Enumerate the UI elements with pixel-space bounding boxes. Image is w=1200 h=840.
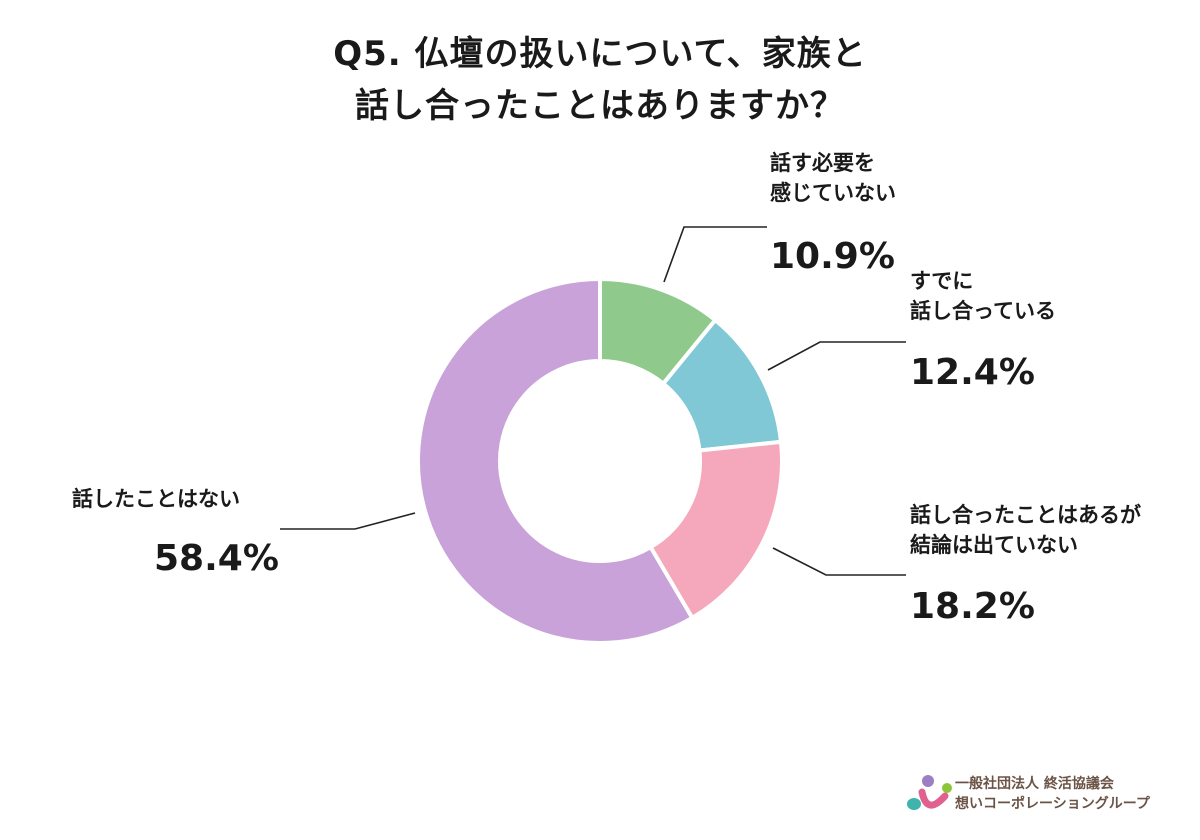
label-line: 話し合ったことはあるが <box>910 503 1141 527</box>
leader-lines <box>280 226 906 576</box>
label-line: 話す必要を <box>770 151 875 175</box>
label-no-conclusion: 話し合ったことはあるが 結論は出ていない <box>910 500 1141 560</box>
leader-line-no-conclusion <box>772 547 906 576</box>
pct-no-conclusion: 18.2% <box>910 586 1035 627</box>
label-line: すでに <box>910 269 974 293</box>
chart-title-line-2: 話し合ったことはありますか？ <box>355 86 845 126</box>
leader-line-already-discussed <box>767 341 906 371</box>
pct-never-discussed: 58.4% <box>154 538 279 579</box>
donut-slices <box>416 276 784 645</box>
label-line: 結論は出ていない <box>910 533 1078 557</box>
label-already-discussed: すでに 話し合っている <box>910 266 1056 326</box>
logo-mark-icon <box>907 775 952 810</box>
pct-not-needed: 10.9% <box>770 236 895 277</box>
leader-line-not-needed <box>663 226 767 283</box>
label-not-needed: 話す必要を 感じていない <box>770 148 896 208</box>
organization-logo: 一般社団法人 終活協議会 想いコーポレーショングループ <box>905 772 1165 818</box>
pct-already-discussed: 12.4% <box>910 352 1035 393</box>
logo-org-name: 一般社団法人 終活協議会 <box>955 776 1114 792</box>
slice-never-discussed <box>416 276 695 645</box>
slice-no-conclusion <box>647 439 784 621</box>
leader-line-never-discussed <box>280 512 416 530</box>
chart-title: Q5. 仏壇の扱いについて、家族と 話し合ったことはありますか？ <box>0 28 1200 132</box>
chart-title-line-1: Q5. 仏壇の扱いについて、家族と <box>333 34 867 74</box>
logo-text: 一般社団法人 終活協議会 想いコーポレーショングループ <box>955 774 1150 814</box>
label-line: 話し合っている <box>910 299 1056 323</box>
label-line: 話したことはない <box>72 487 240 511</box>
label-line: 感じていない <box>770 181 896 205</box>
label-never-discussed: 話したことはない <box>72 484 240 514</box>
logo-group-name: 想いコーポレーショングループ <box>955 796 1150 812</box>
